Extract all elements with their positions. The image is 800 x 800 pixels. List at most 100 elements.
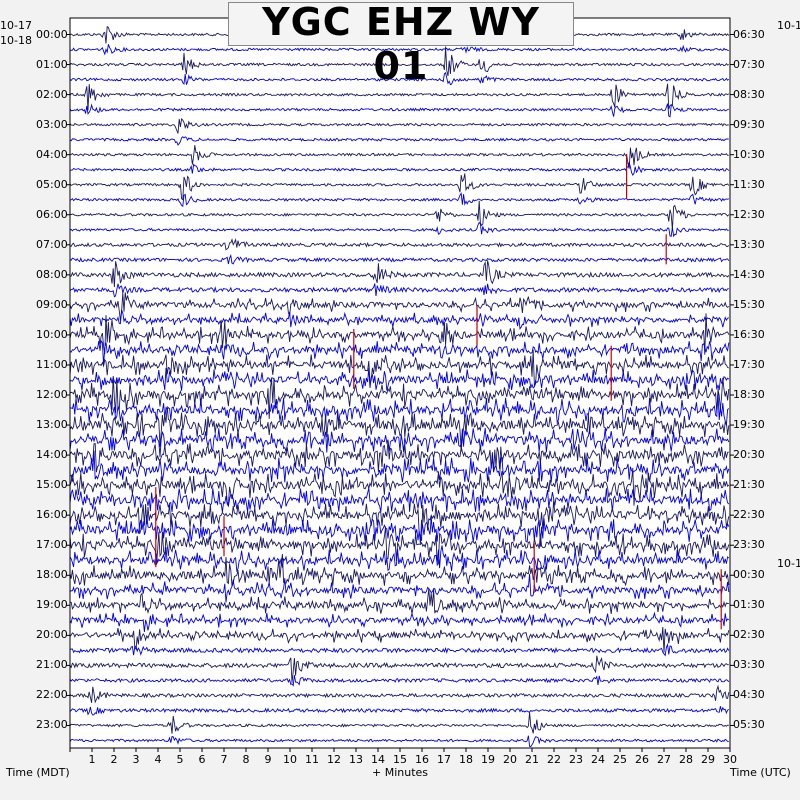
x-tick-label-28: 28: [679, 753, 693, 766]
x-tick-label-3: 3: [132, 753, 140, 766]
left-hour-label-0: 00:00: [36, 27, 68, 41]
x-tick-label-30: 30: [723, 753, 737, 766]
x-tick-label-7: 7: [220, 753, 228, 766]
left-date-second: 10-18: [0, 34, 32, 47]
trace-row-13: [69, 221, 729, 238]
trace-row-2: [69, 46, 730, 77]
trace-row-41: [69, 643, 730, 657]
right-hour-label-22: 04:30: [733, 688, 765, 702]
x-tick-label-5: 5: [176, 753, 184, 766]
trace-row-9: [69, 161, 730, 177]
x-tick-label-15: 15: [393, 753, 407, 766]
trace-row-30: [69, 467, 730, 506]
trace-row-33: [69, 515, 730, 547]
x-tick-label-4: 4: [154, 753, 162, 766]
left-hour-label-7: 07:00: [36, 237, 68, 251]
x-tick-label-20: 20: [503, 753, 517, 766]
trace-row-27: [69, 427, 730, 457]
chart-title: YGC EHZ WY 01: [262, 0, 540, 88]
right-hour-label-16: 22:30: [733, 508, 765, 522]
left-hour-label-20: 20:00: [36, 628, 68, 642]
x-tick-label-24: 24: [591, 753, 605, 766]
x-tick-label-9: 9: [264, 753, 272, 766]
left-hour-label-11: 11:00: [36, 357, 68, 371]
title-box: [228, 2, 574, 46]
left-hour-label-12: 12:00: [36, 388, 68, 401]
trace-row-11: [69, 191, 730, 208]
right-hour-label-19: 01:30: [733, 598, 765, 612]
trace-row-6: [69, 118, 729, 134]
trace-row-14: [69, 238, 730, 251]
left-hour-label-23: 23:00: [36, 718, 68, 732]
x-tick-label-17: 17: [437, 753, 451, 766]
trace-row-37: [69, 573, 730, 603]
trace-row-20: [69, 313, 730, 355]
x-tick-label-27: 27: [657, 753, 671, 766]
left-hour-label-8: 08:00: [36, 267, 68, 281]
trace-row-17: [69, 283, 729, 298]
left-hour-label-1: 01:00: [36, 57, 68, 71]
trace-row-46: [69, 712, 729, 734]
trace-row-36: [69, 553, 730, 587]
right-hour-label-3: 09:30: [733, 117, 765, 131]
x-tick-label-18: 18: [459, 753, 473, 766]
trace-row-34: [69, 526, 730, 567]
trace-row-8: [69, 145, 729, 169]
right-hour-label-7: 13:30: [733, 237, 765, 251]
right-hour-label-6: 12:30: [733, 207, 765, 221]
left-hour-label-15: 15:00: [36, 478, 68, 492]
trace-row-18: [69, 292, 730, 321]
trace-row-25: [69, 392, 730, 426]
left-hour-label-5: 05:00: [36, 177, 68, 191]
right-hour-label-17: 23:30: [733, 538, 765, 552]
right-hour-label-5: 11:30: [733, 177, 765, 191]
left-hour-label-2: 02:00: [36, 87, 68, 101]
trace-row-22: [69, 349, 730, 387]
trace-row-1: [69, 44, 729, 56]
right-hour-label-12: 18:30: [733, 388, 765, 401]
right-hour-label-15: 21:30: [733, 478, 765, 492]
trace-row-10: [69, 173, 730, 201]
right-hour-label-21: 03:30: [733, 658, 765, 672]
trace-row-47: [69, 735, 729, 748]
x-tick-label-25: 25: [613, 753, 627, 766]
trace-row-39: [69, 611, 730, 633]
trace-row-42: [69, 655, 729, 683]
trace-row-12: [69, 200, 730, 231]
x-tick-label-29: 29: [701, 753, 715, 766]
left-hour-label-6: 06:00: [36, 207, 68, 221]
right-hour-label-18: 00:30: [733, 568, 765, 582]
left-hour-label-18: 18:00: [36, 568, 68, 582]
trace-row-26: [69, 406, 730, 452]
x-tick-label-23: 23: [569, 753, 583, 766]
trace-row-5: [69, 103, 729, 118]
x-tick-label-13: 13: [349, 753, 363, 766]
right-hour-label-10: 16:30: [733, 327, 765, 341]
right-hour-label-9: 15:30: [733, 297, 765, 311]
right-hour-label-1: 07:30: [733, 57, 765, 71]
left-hour-label-14: 14:00: [36, 448, 68, 462]
trace-row-32: [69, 500, 730, 541]
left-hour-label-17: 17:00: [36, 538, 68, 552]
left-hour-label-22: 22:00: [36, 688, 68, 702]
trace-row-19: [69, 309, 730, 330]
x-tick-label-26: 26: [635, 753, 649, 766]
trace-row-38: [70, 588, 729, 615]
left-date-top: 10-17: [0, 19, 32, 32]
trace-row-44: [69, 684, 730, 704]
right-hour-label-14: 20:30: [733, 448, 765, 462]
right-date-mid: 10-1: [777, 557, 800, 570]
x-tick-label-1: 1: [88, 753, 96, 766]
x-tick-label-12: 12: [327, 753, 341, 766]
x-tick-label-19: 19: [481, 753, 495, 766]
x-tick-label-16: 16: [415, 753, 429, 766]
trace-row-28: [69, 439, 729, 473]
x-tick-label-14: 14: [371, 753, 385, 766]
left-hour-label-13: 13:00: [36, 418, 68, 432]
trace-row-45: [69, 706, 730, 716]
left-hour-label-3: 03:00: [36, 117, 68, 131]
right-hour-label-23: 05:30: [733, 718, 765, 732]
trace-row-31: [69, 487, 730, 513]
